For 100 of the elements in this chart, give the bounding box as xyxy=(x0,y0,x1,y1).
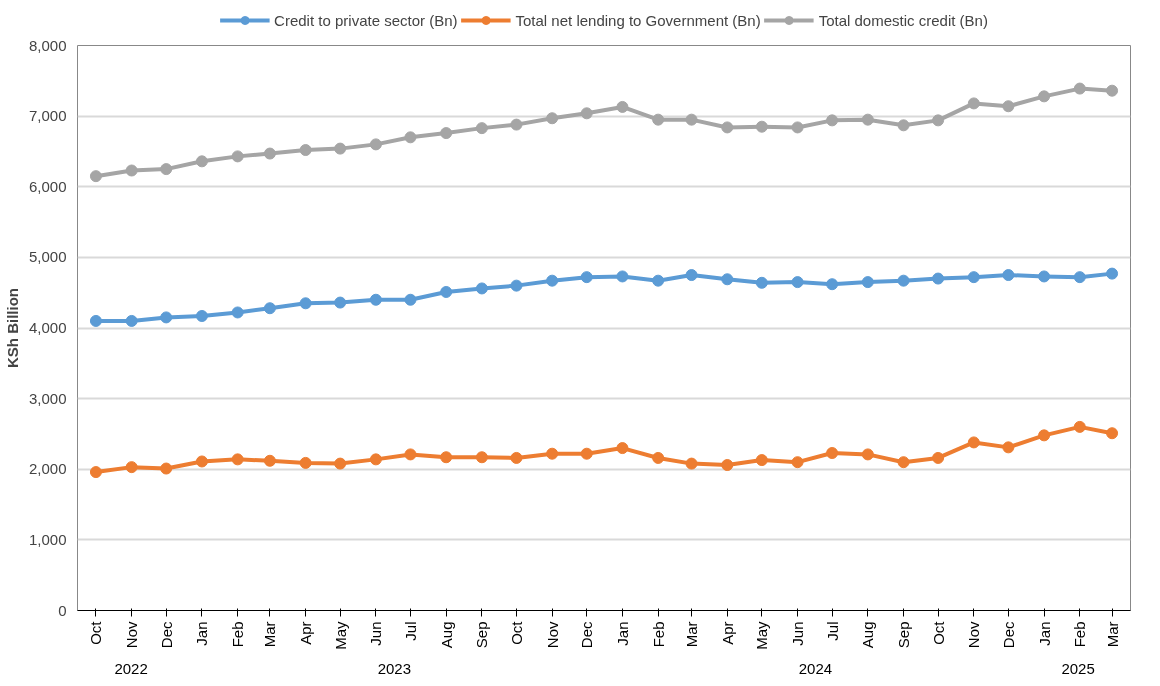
point xyxy=(299,144,312,157)
x-tick-label: Apr xyxy=(297,621,315,645)
point xyxy=(263,302,276,315)
point xyxy=(369,293,382,306)
point xyxy=(580,107,593,120)
x-tick-label: Aug xyxy=(437,621,455,649)
x-tick-label: Oct xyxy=(929,620,947,645)
point xyxy=(1073,82,1086,95)
point xyxy=(1002,441,1015,454)
x-tick-label: Jan xyxy=(1035,621,1053,646)
x-tick-label: Mar xyxy=(1103,621,1121,648)
y-tick-label: 7,000 xyxy=(28,107,67,125)
x-tick-label: May xyxy=(331,621,349,650)
x-tick-label: Mar xyxy=(683,621,701,648)
x-tick-label: Jul xyxy=(401,621,419,641)
x-tick-label: Dec xyxy=(578,621,596,649)
point xyxy=(616,442,629,455)
point xyxy=(580,271,593,284)
point xyxy=(334,296,347,309)
x-tick-label: Dec xyxy=(157,621,175,649)
x-tick-label: Nov xyxy=(965,621,983,649)
point xyxy=(826,278,839,291)
point xyxy=(1002,269,1015,282)
point xyxy=(89,466,102,479)
point xyxy=(967,271,980,284)
y-tick-label: 2,000 xyxy=(28,460,67,478)
x-tick-label: Jun xyxy=(367,621,385,646)
point xyxy=(231,150,244,163)
text: 2025 xyxy=(1061,659,1095,677)
point xyxy=(1073,420,1086,433)
point xyxy=(967,436,980,449)
y-tick-label: 0 xyxy=(58,601,67,619)
point xyxy=(861,113,874,126)
y-tick-label: 3,000 xyxy=(28,389,67,407)
point xyxy=(160,462,173,475)
y-tick-label: 6,000 xyxy=(28,177,67,195)
y-tick-label: 8,000 xyxy=(28,36,67,54)
x-tick-label: Jan xyxy=(613,621,631,646)
point xyxy=(826,114,839,127)
point xyxy=(160,163,173,176)
x-tick-label: Jun xyxy=(789,621,807,646)
point xyxy=(897,119,910,132)
point xyxy=(510,279,523,292)
point xyxy=(440,127,453,140)
point xyxy=(299,297,312,310)
text: 2023 xyxy=(377,659,412,677)
point xyxy=(510,118,523,131)
point xyxy=(721,273,734,286)
point xyxy=(685,113,698,126)
point xyxy=(160,311,173,324)
legend-label: Total net lending to Government (Bn) xyxy=(515,11,761,29)
point xyxy=(616,100,629,113)
point xyxy=(652,274,665,287)
legend-label: Total domestic credit (Bn) xyxy=(818,11,988,29)
point xyxy=(932,114,945,127)
y-tick-label: 4,000 xyxy=(28,319,67,336)
point xyxy=(334,457,347,470)
x-tick-label: Jul xyxy=(823,621,841,641)
x-tick-label: Sep xyxy=(473,621,491,649)
point xyxy=(334,142,347,155)
point xyxy=(1106,427,1119,440)
point xyxy=(369,138,382,151)
point xyxy=(510,451,523,464)
x-tick-label: Dec xyxy=(999,621,1017,649)
point xyxy=(89,170,102,183)
point xyxy=(721,121,734,134)
y-tick-label: 5,000 xyxy=(28,248,67,266)
point xyxy=(546,112,559,125)
point xyxy=(404,293,417,306)
point xyxy=(791,121,804,134)
point xyxy=(125,314,138,327)
text: 2022 xyxy=(114,659,148,677)
point xyxy=(404,448,417,461)
point xyxy=(755,120,768,133)
point xyxy=(791,276,804,289)
x-tick-label: Sep xyxy=(895,621,913,649)
point xyxy=(755,276,768,289)
point xyxy=(299,456,312,469)
point xyxy=(932,451,945,464)
x-tick-label: Jan xyxy=(193,621,211,646)
point xyxy=(263,454,276,467)
point xyxy=(195,455,208,468)
point xyxy=(1038,429,1051,442)
x-tick-label: Feb xyxy=(1071,621,1089,648)
point xyxy=(263,147,276,160)
x-tick-label: May xyxy=(753,621,771,650)
point xyxy=(475,122,488,135)
x-tick-label: Oct xyxy=(507,620,525,645)
x-tick-label: Mar xyxy=(261,621,279,648)
point xyxy=(1038,270,1051,283)
point xyxy=(1106,84,1119,97)
x-tick-label: Aug xyxy=(859,621,877,649)
point xyxy=(475,282,488,295)
point xyxy=(652,451,665,464)
point xyxy=(791,456,804,469)
x-tick-label: Oct xyxy=(87,620,105,645)
text: 2024 xyxy=(798,659,833,677)
x-tick-label: Apr xyxy=(718,621,736,645)
point xyxy=(721,459,734,471)
point xyxy=(1002,100,1015,113)
